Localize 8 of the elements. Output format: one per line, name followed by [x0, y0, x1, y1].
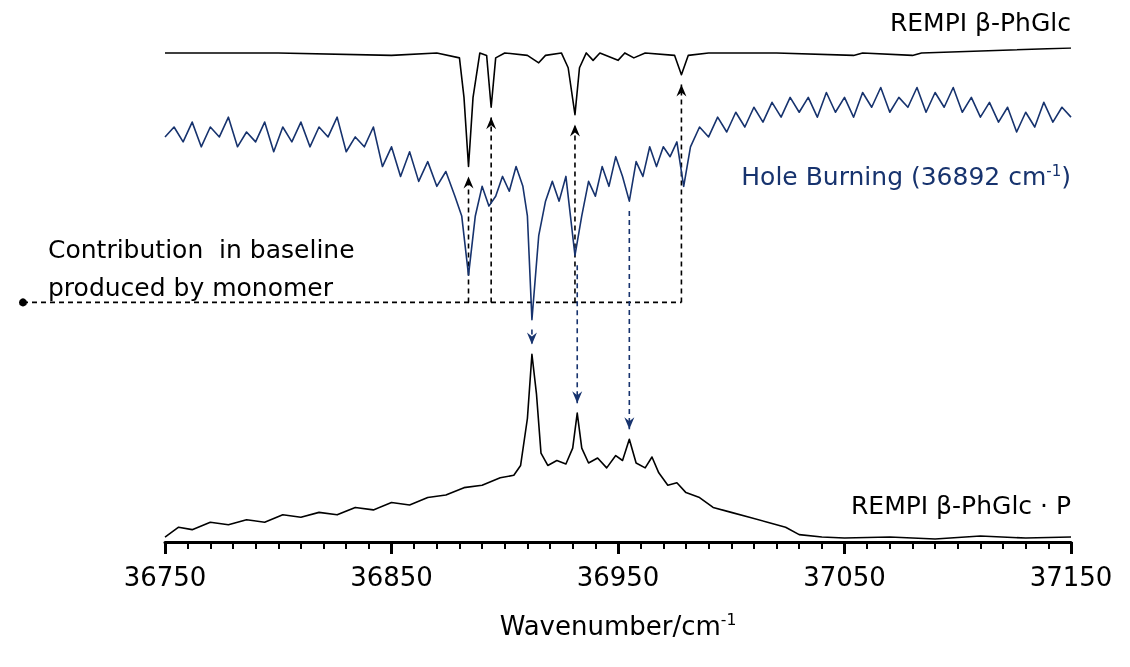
series-label: REMPI β-PhGlc — [889, 8, 1071, 37]
x-tick-label: 36750 — [123, 562, 207, 592]
x-tick-label: 37050 — [803, 562, 886, 592]
annotation: Contribution in baseline produced by monomer — [48, 234, 363, 302]
x-tick-label: 37150 — [1029, 562, 1113, 592]
x-tick-label: 36850 — [350, 562, 433, 592]
series-label: REMPI β-PhGlc · P — [850, 491, 1072, 521]
x-tick-label: 36950 — [576, 562, 660, 592]
